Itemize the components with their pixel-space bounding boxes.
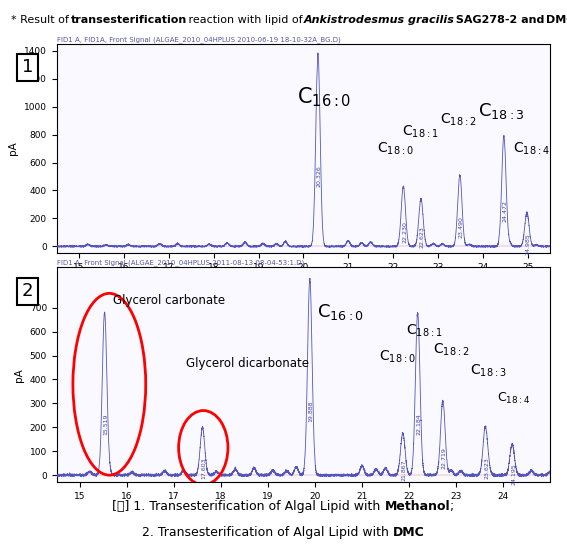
Text: C$_{18:1}$: C$_{18:1}$ bbox=[406, 323, 442, 339]
Text: DMC: DMC bbox=[546, 15, 567, 26]
Text: 2. Transesterification of Algal Lipid with: 2. Transesterification of Algal Lipid wi… bbox=[142, 526, 393, 539]
Text: C$_{18:1}$: C$_{18:1}$ bbox=[402, 124, 438, 140]
Text: 20.326: 20.326 bbox=[317, 165, 322, 187]
Text: 23.623: 23.623 bbox=[484, 457, 489, 479]
Text: * Result of: * Result of bbox=[11, 15, 73, 26]
Text: C$_{16:0}$: C$_{16:0}$ bbox=[318, 302, 365, 322]
Text: 22.719: 22.719 bbox=[442, 447, 447, 469]
Text: SAG278-2 and: SAG278-2 and bbox=[452, 15, 548, 26]
Y-axis label: pA: pA bbox=[9, 142, 18, 155]
Text: C$_{18:0}$: C$_{18:0}$ bbox=[378, 141, 414, 157]
Text: C$_{18:3}$: C$_{18:3}$ bbox=[478, 101, 525, 121]
Text: 22.623: 22.623 bbox=[420, 227, 425, 249]
Text: 1: 1 bbox=[22, 58, 33, 76]
Text: FID1 A, FID1A, Front Signal (ALGAE_2010_04HPLUS 2010-06-19 18-10-32A_BG.D): FID1 A, FID1A, Front Signal (ALGAE_2010_… bbox=[57, 36, 340, 43]
Text: C$_{18:2}$: C$_{18:2}$ bbox=[440, 111, 477, 128]
Text: Glycerol dicarbonate: Glycerol dicarbonate bbox=[186, 357, 309, 370]
Text: C$_{18:4}$: C$_{18:4}$ bbox=[513, 141, 550, 157]
Text: DMC: DMC bbox=[393, 526, 425, 539]
Text: 2: 2 bbox=[22, 282, 33, 300]
Text: 21.867: 21.867 bbox=[401, 459, 407, 481]
Text: transesterification: transesterification bbox=[71, 15, 188, 26]
Text: C$_{18:3}$: C$_{18:3}$ bbox=[470, 363, 507, 379]
Text: C$_{18:2}$: C$_{18:2}$ bbox=[434, 342, 470, 358]
Text: 19.888: 19.888 bbox=[309, 401, 314, 422]
Text: 24.195: 24.195 bbox=[511, 463, 516, 485]
Text: 24.472: 24.472 bbox=[503, 200, 507, 222]
Text: 23.490: 23.490 bbox=[459, 216, 464, 238]
Text: FID1 A, Front Signal (ALGAE_2010_04HPLUS 2011-08-13 08-04-53:1.D): FID1 A, Front Signal (ALGAE_2010_04HPLUS… bbox=[57, 259, 304, 266]
Text: Glycerol carbonate: Glycerol carbonate bbox=[113, 294, 225, 306]
Text: C$_{16:0}$: C$_{16:0}$ bbox=[297, 86, 351, 110]
Text: 17.603: 17.603 bbox=[201, 457, 206, 479]
Text: ;: ; bbox=[450, 500, 455, 513]
Text: [그] 1. Transesterification of Algal Lipid with: [그] 1. Transesterification of Algal Lipi… bbox=[112, 500, 384, 513]
Text: 22.184: 22.184 bbox=[417, 413, 422, 435]
Text: 24.985: 24.985 bbox=[526, 233, 531, 255]
Text: Methanol: Methanol bbox=[384, 500, 450, 513]
Text: Ankistrodesmus gracilis: Ankistrodesmus gracilis bbox=[304, 15, 455, 26]
Y-axis label: pA: pA bbox=[14, 368, 24, 381]
Text: reaction with lipid of: reaction with lipid of bbox=[185, 15, 306, 26]
Text: 15.519: 15.519 bbox=[104, 413, 108, 435]
Text: C$_{18:0}$: C$_{18:0}$ bbox=[379, 349, 415, 365]
Text: 22.230: 22.230 bbox=[402, 221, 407, 243]
Text: C$_{18:4}$: C$_{18:4}$ bbox=[497, 391, 531, 406]
